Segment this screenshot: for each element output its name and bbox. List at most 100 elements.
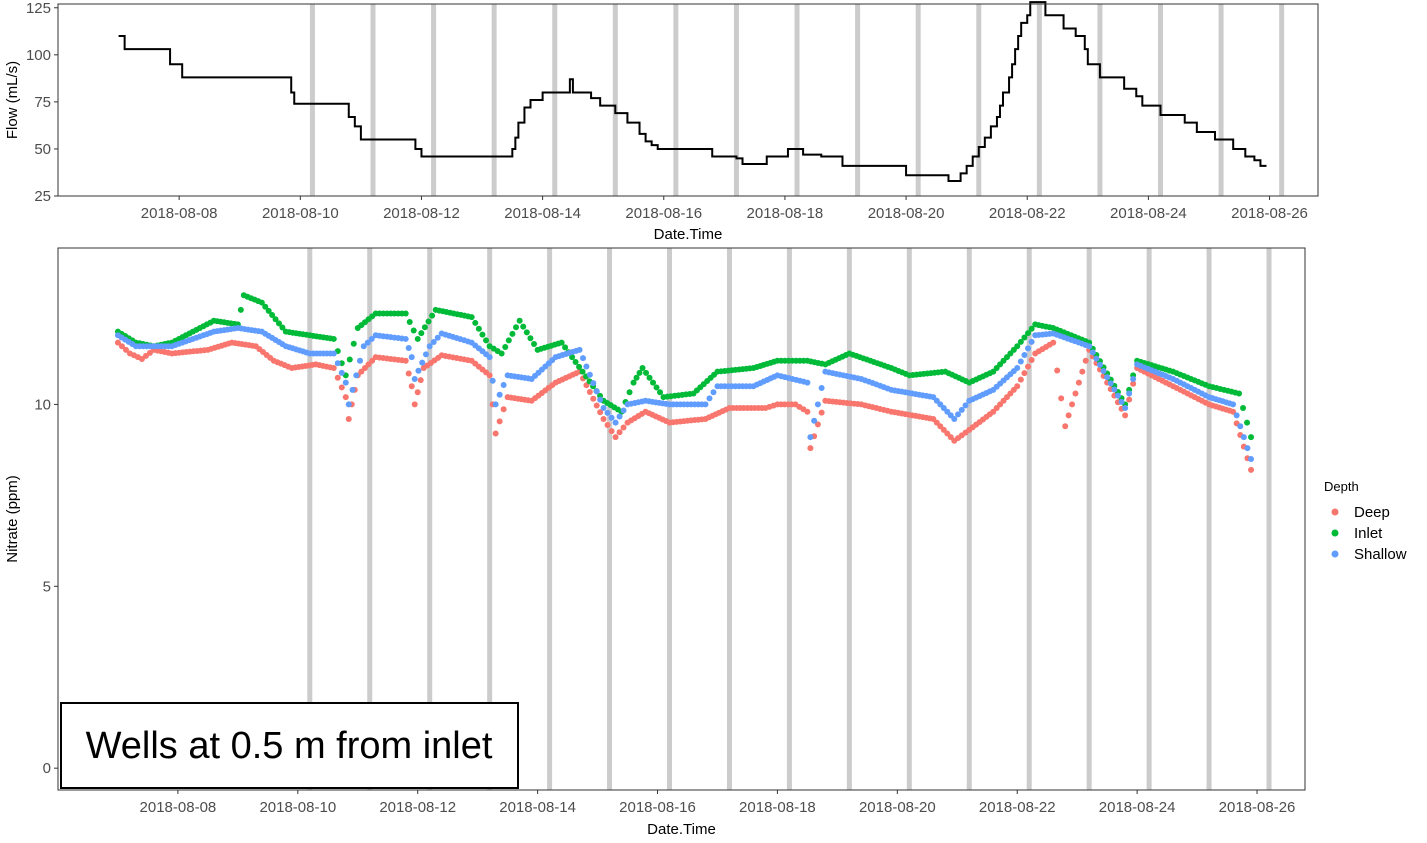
nitrate-point-deep (1065, 412, 1072, 419)
x-tick-label: 2018-08-16 (619, 799, 696, 816)
nitrate-point-shallow (962, 402, 969, 409)
nitrate-point-deep (402, 357, 409, 364)
x-tick-label: 2018-08-18 (747, 205, 824, 222)
nitrate-point-shallow (958, 406, 965, 413)
nitrate-point-shallow (612, 419, 619, 426)
nitrate-point-shallow (597, 396, 604, 403)
nitrate-point-shallow (616, 413, 623, 420)
nitrate-point-deep (414, 389, 421, 396)
nitrate-point-shallow (818, 385, 825, 392)
nitrate-point-inlet (414, 335, 421, 342)
nitrate-point-deep (1072, 390, 1079, 397)
nitrate-point-deep (593, 402, 600, 409)
nitrate-point-shallow (814, 401, 821, 408)
nitrate-point-shallow (364, 339, 371, 346)
nitrate-point-inlet (258, 299, 265, 306)
nitrate-point-inlet (472, 319, 479, 326)
nitrate-point-deep (118, 343, 125, 350)
nitrate-point-shallow (1233, 412, 1240, 419)
nitrate-point-shallow (951, 415, 958, 422)
nitrate-point-deep (1021, 370, 1028, 377)
x-tick-label: 2018-08-14 (504, 205, 581, 222)
nitrate-point-deep (345, 415, 352, 422)
nitrate-point-deep (1050, 339, 1057, 346)
nitrate-point-shallow (345, 401, 352, 408)
nitrate-point-deep (334, 374, 341, 381)
nitrate-point-inlet (576, 363, 583, 370)
nitrate-point-inlet (626, 389, 633, 396)
nitrate-point-inlet (330, 335, 337, 342)
nitrate-point-shallow (600, 405, 607, 412)
nitrate-point-inlet (279, 324, 286, 331)
nitrate-point-deep (1028, 357, 1035, 364)
x-tick-label: 2018-08-26 (1231, 205, 1308, 222)
nitrate-point-deep (342, 394, 349, 401)
x-tick-label: 2018-08-16 (625, 205, 702, 222)
nitrate-point-shallow (1130, 375, 1137, 382)
nitrate-point-deep (597, 409, 604, 416)
nitrate-point-inlet (269, 312, 276, 319)
nitrate-point-inlet (527, 335, 534, 342)
nitrate-point-shallow (411, 375, 418, 382)
nitrate-point-deep (608, 428, 615, 435)
nitrate-point-shallow (489, 377, 496, 384)
nitrate-point-deep (1075, 379, 1082, 386)
nitrate-point-shallow (1096, 361, 1103, 368)
nitrate-point-shallow (706, 395, 713, 402)
nitrate-point-shallow (1114, 392, 1121, 399)
x-tick-label: 2018-08-10 (259, 799, 336, 816)
nitrate-point-shallow (357, 357, 364, 364)
nitrate-point-deep (496, 418, 503, 425)
nitrate-point-inlet (531, 341, 538, 348)
nitrate-point-deep (1130, 380, 1137, 387)
nitrate-point-deep (1079, 368, 1086, 375)
annotation-box: Wells at 0.5 m from inlet (60, 702, 519, 789)
y-tick-label: 50 (34, 141, 51, 158)
nitrate-point-inlet (275, 320, 282, 327)
nitrate-point-deep (122, 346, 129, 353)
nitrate-point-inlet (498, 350, 505, 357)
nitrate-point-deep (818, 409, 825, 416)
x-tick-label: 2018-08-12 (383, 205, 460, 222)
nitrate-point-deep (612, 434, 619, 441)
nitrate-point-inlet (418, 330, 425, 337)
nitrate-point-inlet (406, 318, 413, 325)
nitrate-point-deep (1248, 466, 1255, 473)
y-tick-label: 75 (34, 94, 51, 111)
nitrate-point-deep (492, 430, 499, 437)
nitrate-point-shallow (1089, 349, 1096, 356)
x-tick-label: 2018-08-10 (262, 205, 339, 222)
nitrate-point-inlet (572, 358, 579, 365)
nitrate-point-inlet (1014, 343, 1021, 350)
nitrate-point-inlet (475, 325, 482, 332)
nitrate-point-shallow (334, 360, 341, 367)
nitrate-point-deep (600, 415, 607, 422)
nitrate-point-shallow (710, 389, 717, 396)
x-tick-label: 2018-08-22 (979, 799, 1056, 816)
nitrate-point-shallow (492, 401, 499, 408)
legend-key-shallow (1331, 550, 1339, 558)
nitrate-point-shallow (1086, 343, 1093, 350)
nitrate-point-shallow (368, 335, 375, 342)
x-axis-title: Date.Time (647, 821, 716, 838)
annotation-box-frame (60, 702, 519, 789)
legend-label-inlet: Inlet (1354, 525, 1383, 542)
nitrate-point-shallow (360, 343, 367, 350)
x-tick-label: 2018-08-22 (989, 205, 1066, 222)
nitrate-point-inlet (479, 331, 486, 338)
x-tick-label: 2018-08-08 (141, 205, 218, 222)
nitrate-point-shallow (1104, 374, 1111, 381)
nitrate-point-shallow (1118, 398, 1125, 405)
nitrate-point-deep (500, 406, 507, 413)
nitrate-point-inlet (630, 379, 637, 386)
nitrate-point-shallow (586, 371, 593, 378)
nitrate-point-inlet (410, 327, 417, 334)
y-axis-title: Flow (mL/s) (4, 61, 21, 139)
y-tick-label: 100 (26, 47, 51, 64)
nitrate-point-deep (807, 445, 814, 452)
y-tick-label: 125 (26, 0, 51, 17)
nitrate-point-shallow (1237, 423, 1244, 430)
nitrate-point-inlet (1240, 405, 1247, 412)
nitrate-point-deep (411, 401, 418, 408)
